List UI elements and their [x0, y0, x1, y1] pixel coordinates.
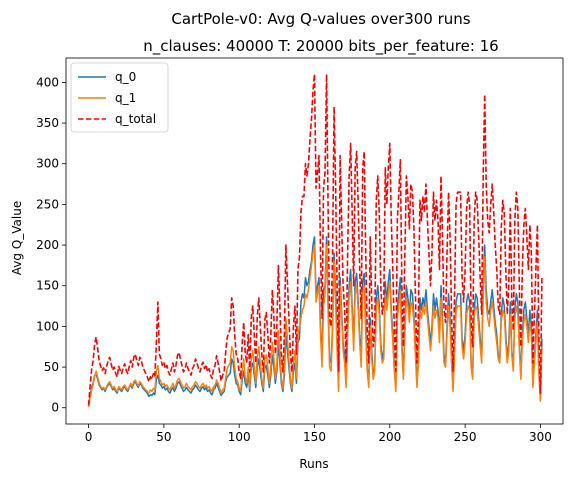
- x-axis-label: Runs: [299, 457, 328, 471]
- y-tick-label: 350: [36, 116, 59, 130]
- y-tick-label: 0: [51, 401, 59, 415]
- series-line-q-total: [87, 73, 543, 406]
- x-tick-label: 150: [303, 430, 326, 444]
- y-axis-label: Avg Q_Value: [10, 201, 24, 275]
- chart-title: CartPole-v0: Avg Q-values over300 runs: [171, 10, 470, 28]
- y-tick-label: 150: [36, 279, 59, 293]
- y-tick-label: 100: [36, 319, 59, 333]
- legend-box: [70, 62, 169, 133]
- legend-label-q-1: q_1: [115, 91, 136, 105]
- legend-label-q-total: q_total: [115, 112, 156, 126]
- x-tick-label: 100: [228, 430, 251, 444]
- y-tick-label: 400: [36, 75, 59, 89]
- chart-subtitle: n_clauses: 40000 T: 20000 bits_per_featu…: [143, 37, 498, 56]
- series-line-q-1: [87, 244, 543, 408]
- legend: q_0 q_1 q_total: [70, 62, 169, 133]
- y-tick-label: 200: [36, 238, 59, 252]
- x-tick-label: 300: [529, 430, 552, 444]
- y-tick-label: 300: [36, 157, 59, 171]
- y-tick-label: 50: [44, 360, 59, 374]
- x-tick-label: 50: [156, 430, 171, 444]
- x-tick-label: 0: [85, 430, 93, 444]
- legend-label-q-0: q_0: [115, 70, 136, 84]
- x-tick-label: 250: [454, 430, 477, 444]
- y-tick-label: 250: [36, 197, 59, 211]
- x-tick-label: 200: [378, 430, 401, 444]
